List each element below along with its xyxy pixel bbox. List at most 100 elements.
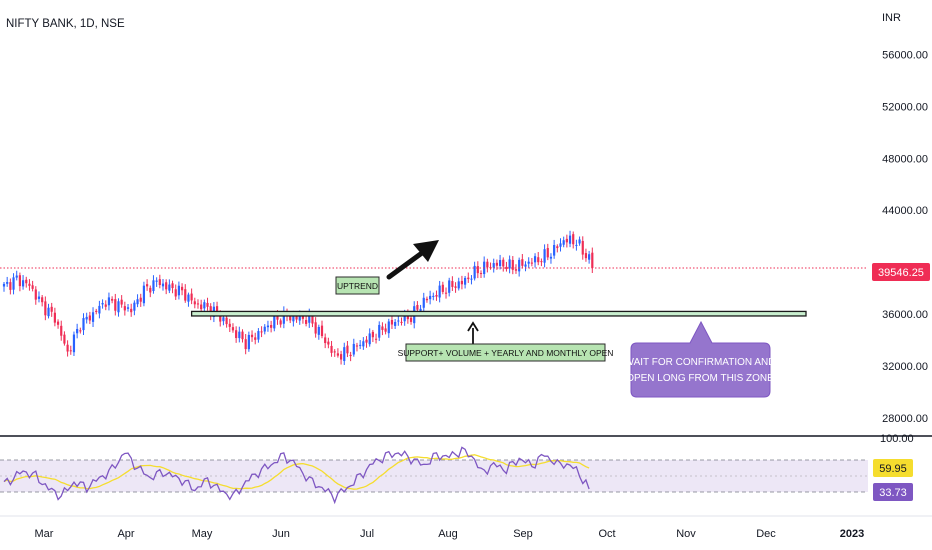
candle	[467, 272, 470, 283]
uptrend-arrow	[386, 240, 439, 280]
rsi-ma-badge: 59.95	[873, 459, 913, 477]
candle	[130, 303, 133, 317]
candle	[28, 279, 31, 291]
support-zone-rect	[190, 310, 807, 317]
support-arrow	[467, 321, 479, 344]
candle	[397, 315, 400, 326]
price-tick-label: 32000.00	[882, 361, 928, 373]
candle	[200, 299, 203, 312]
time-tick-label: Mar	[35, 528, 54, 540]
candle	[591, 247, 594, 273]
candle	[486, 258, 489, 273]
candle	[425, 296, 429, 303]
candle	[146, 279, 149, 291]
candle	[180, 283, 184, 296]
candle	[241, 329, 244, 343]
candle	[88, 311, 91, 325]
candle	[371, 329, 374, 343]
candle	[565, 234, 568, 248]
candle	[546, 243, 549, 261]
candle	[250, 330, 254, 342]
candle	[527, 257, 530, 269]
candle	[521, 254, 524, 269]
candle	[12, 273, 15, 295]
price-tick-label: 44000.00	[882, 205, 928, 217]
candle	[314, 317, 317, 338]
candle	[37, 291, 41, 303]
rsi-pane[interactable]: 100.00 59.95 33.73	[0, 433, 914, 505]
candle	[117, 298, 120, 317]
candle	[47, 303, 50, 319]
rsi-ma-value: 59.95	[879, 463, 907, 475]
candle	[349, 351, 352, 362]
candle	[136, 294, 139, 308]
candle	[473, 261, 476, 281]
candle	[142, 281, 146, 307]
candle	[483, 256, 486, 278]
candle	[378, 321, 381, 341]
candle	[387, 318, 390, 338]
candle	[489, 262, 492, 270]
candle	[460, 275, 464, 290]
candle	[139, 293, 142, 307]
rsi-value-badge: 33.73	[873, 483, 913, 501]
rsi-top-tick: 100.00	[880, 433, 914, 445]
candle	[495, 259, 498, 270]
candle	[53, 307, 56, 327]
candle	[15, 270, 18, 281]
candle	[66, 340, 69, 357]
candle	[79, 327, 82, 334]
candle	[56, 319, 60, 329]
candle	[41, 294, 44, 307]
candle	[238, 326, 241, 343]
candle	[155, 277, 158, 287]
support-zone	[190, 310, 807, 317]
candle	[34, 286, 37, 305]
candle	[18, 272, 21, 292]
price-axis[interactable]: INR 28000.00 32000.00 36000.00 44000.00 4800…	[872, 12, 930, 425]
candle	[492, 258, 495, 273]
candle	[390, 314, 394, 329]
candle	[575, 239, 578, 251]
candle	[149, 285, 152, 298]
candle	[479, 270, 483, 279]
candle	[168, 279, 171, 294]
candle	[451, 276, 454, 291]
last-price-value: 39546.25	[878, 267, 924, 279]
candle	[126, 304, 130, 312]
candle	[111, 296, 114, 304]
time-tick-label: Aug	[438, 528, 458, 540]
candle	[69, 345, 72, 355]
last-price-badge: 39546.25	[872, 263, 930, 281]
candle	[330, 340, 333, 357]
candle	[6, 276, 9, 287]
time-axis[interactable]: Mar Apr May Jun Jul Aug Sep Oct Nov Dec 2023	[0, 515, 932, 540]
candle	[9, 278, 12, 295]
note-callout: WAIT FOR CONFIRMATION AND OPEN LONG FROM…	[625, 320, 775, 398]
price-tick-labels: 28000.00 32000.00 36000.00 44000.00 48000.00…	[882, 50, 928, 425]
candle	[368, 328, 371, 347]
candle	[409, 315, 413, 325]
candle	[60, 320, 63, 341]
time-tick-label: Apr	[117, 528, 134, 540]
candle	[518, 257, 521, 277]
candle	[161, 278, 165, 291]
candle	[114, 293, 117, 316]
candle	[457, 277, 460, 291]
candle	[374, 333, 378, 344]
candle	[305, 315, 308, 327]
candle	[254, 332, 257, 345]
candle	[514, 264, 518, 274]
candle	[324, 333, 327, 349]
candle	[25, 276, 28, 288]
price-pane[interactable]: UPTREND SUPPORT+ VOLUME + YEARLY AND MON…	[0, 18, 868, 398]
candle	[184, 284, 187, 303]
candle	[556, 244, 559, 253]
candle	[260, 326, 263, 338]
candle	[104, 300, 107, 311]
candle	[581, 236, 584, 260]
candle	[553, 239, 556, 259]
candle	[359, 340, 362, 350]
candle	[76, 323, 79, 339]
